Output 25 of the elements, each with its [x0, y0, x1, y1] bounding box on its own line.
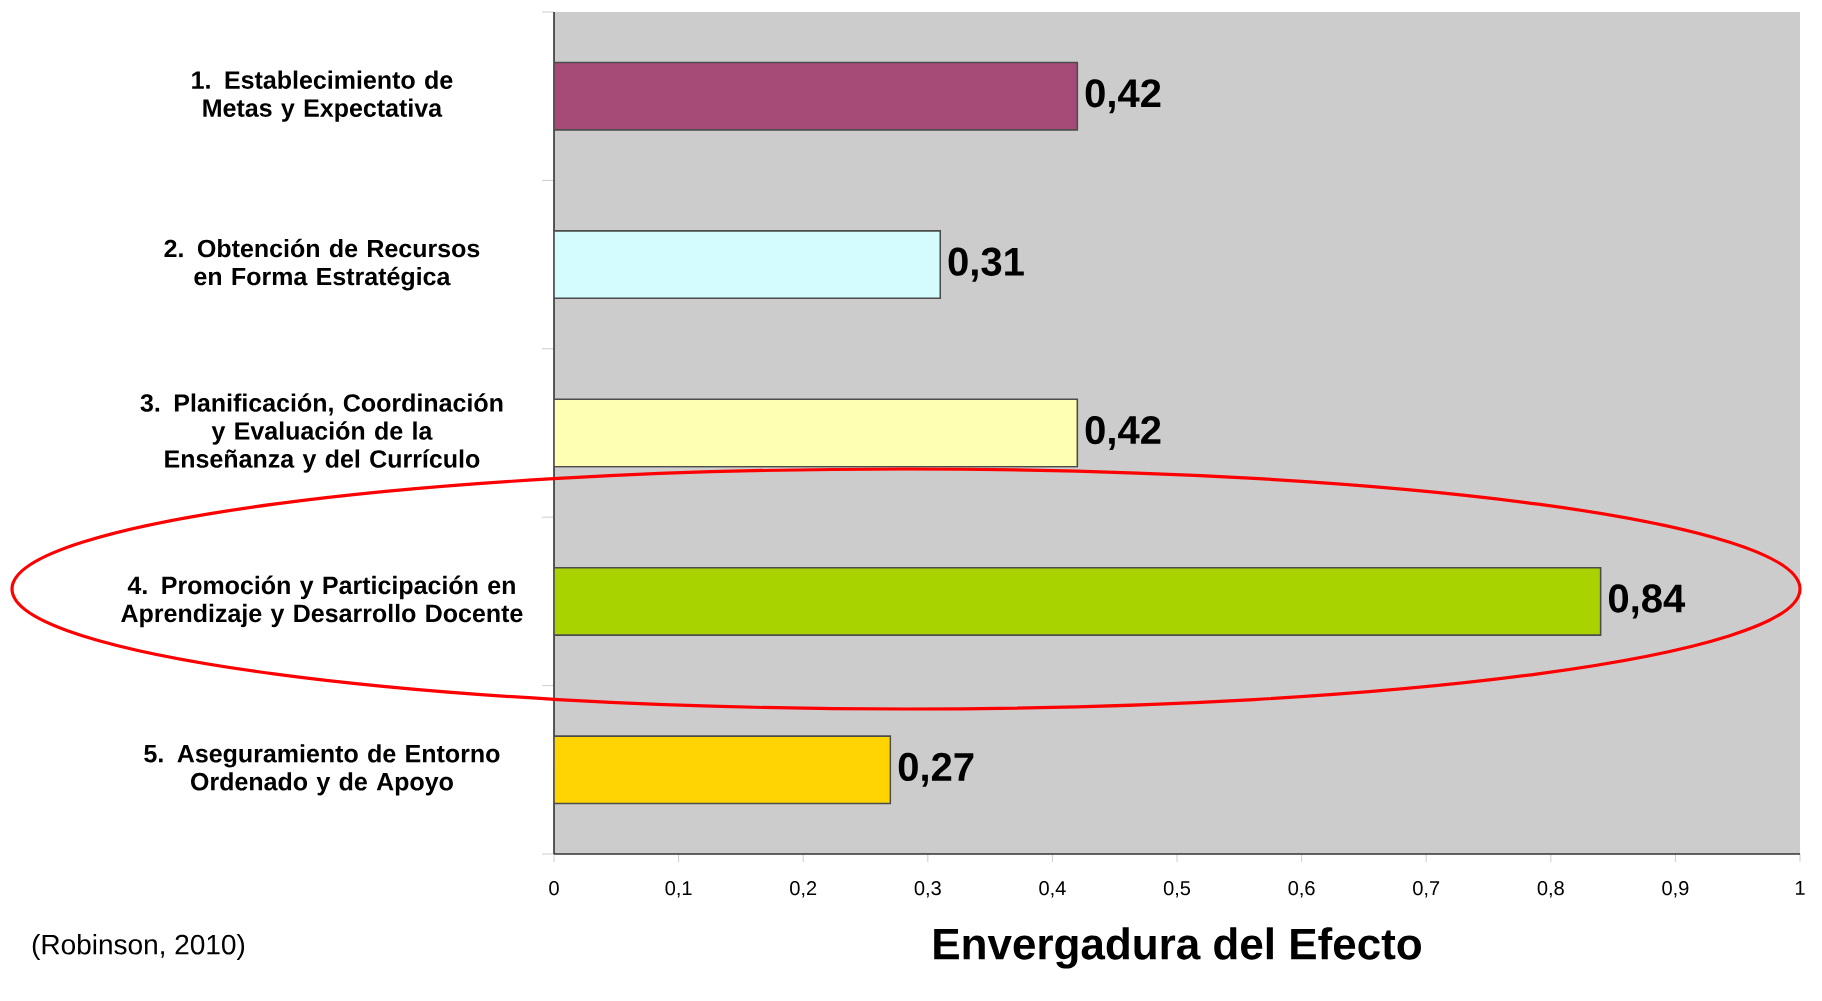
y-tick-label: 4. Promoción y Participación en Aprendizaje y Desarrollo Docente: [121, 575, 523, 628]
x-tick-label: 1: [1795, 881, 1805, 895]
data-label: 0,42: [1085, 415, 1161, 451]
data-label: 0,42: [1085, 79, 1161, 114]
x-tick-label: 0,6: [1288, 881, 1315, 898]
data-label: 0,27: [898, 752, 974, 787]
x-axis-title: Envergadura del Efecto: [934, 927, 1421, 969]
bar: [554, 735, 892, 805]
y-tick-label: 3. Planificación, Coordinación y Evaluación de la Enseñanza y del Currículo: [140, 393, 503, 473]
y-tick-label: 1. Establecimiento de Metas y Expectativa: [192, 70, 453, 122]
x-tick-label: 0,4: [1039, 881, 1066, 898]
x-tick-label: 0,9: [1662, 881, 1689, 898]
y-tick-label: 5. Aseguramiento de Entorno Ordenado y de Apoyo: [144, 744, 500, 796]
x-tick-label: 0,2: [790, 881, 817, 898]
y-tick-label: 2. Obtención de Recursos en Forma Estratégica: [164, 238, 480, 291]
x-tick-label: 0,1: [665, 881, 692, 898]
x-tick-label: 0,5: [1163, 881, 1191, 898]
x-tick-label: 0: [549, 881, 559, 896]
bar: [554, 566, 1602, 636]
data-label: 0,84: [1609, 584, 1686, 619]
x-tick-label: 0,7: [1413, 881, 1440, 898]
text: (Robinson, 2010): [32, 933, 245, 961]
x-tick-label: 0,8: [1537, 881, 1564, 898]
x-tick-label: 0,3: [914, 881, 941, 898]
data-label: 0,31: [948, 247, 1024, 282]
